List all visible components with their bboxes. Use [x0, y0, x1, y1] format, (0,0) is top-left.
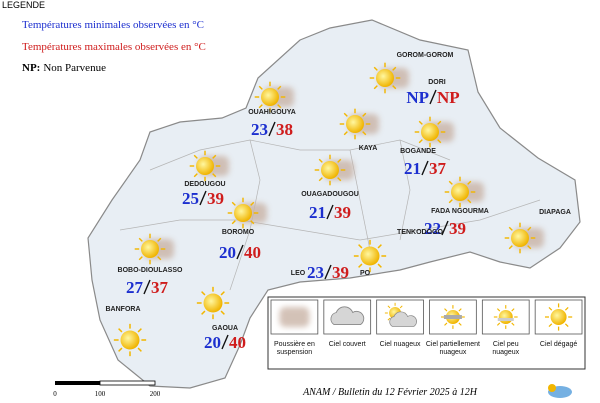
icon-label: Ciel nuageux: [380, 341, 421, 348]
temp-max: NP: [437, 88, 460, 107]
city-name: BOROMO: [222, 229, 255, 236]
separator: [441, 220, 449, 236]
icon-label: Ciel couvert: [329, 341, 366, 348]
city-name: LEO: [291, 270, 306, 277]
city-temps: 25 39: [182, 189, 224, 208]
city-name: DIAPAGA: [539, 209, 571, 216]
icon-label: Ciel peu nuageux: [492, 341, 519, 356]
scale-label: 200: [150, 390, 161, 398]
scale-label: 100: [95, 390, 106, 398]
temp-max: 39: [334, 203, 351, 222]
np-text: Non Parvenue: [43, 62, 106, 74]
separator: [268, 121, 276, 137]
icon-label: Poussière en suspension: [274, 341, 315, 356]
city-temps: 20 40: [204, 333, 246, 352]
cities: GOROM-GOROM DORI NP NP OUAHIGOUYA 23 38 KAYA BOG…: [106, 52, 571, 352]
legend-max: Températures maximales observées en °C: [22, 41, 206, 53]
key-icon: [440, 304, 466, 330]
separator: [324, 264, 332, 280]
separator: [236, 244, 244, 260]
legend-min: Températures minimales observées en °C: [22, 19, 204, 31]
temp-max: 40: [229, 333, 246, 352]
temp-min: 22: [424, 219, 441, 238]
scale-bar: 0 100 200: [53, 380, 161, 398]
logo: [548, 384, 572, 398]
city-name: OUAGADOUGOU: [301, 191, 359, 198]
city-temps: 22 39: [424, 219, 466, 238]
icon-legend: Poussière en suspension Ciel couvert Ciel n…: [267, 296, 586, 370]
city-temps: 23 38: [251, 120, 293, 139]
legend-np: NP: Non Parvenue: [22, 62, 106, 74]
cloud-band: [443, 315, 462, 319]
temp-min: 27: [126, 278, 144, 297]
city-name: KAYA: [359, 145, 378, 152]
scale-label: 0: [53, 390, 57, 398]
city-name: OUAHIGOUYA: [248, 109, 296, 116]
temp-min: 23: [307, 263, 324, 282]
icon-label: Ciel partiellement nuageux: [426, 341, 480, 356]
haze-icon: [279, 307, 309, 327]
temp-max: 39: [207, 189, 224, 208]
temp-min: NP: [406, 88, 429, 107]
footer: ANAM / Bulletin du 12 Février 2025 à 12H: [302, 387, 478, 398]
city-temps: 21 37: [404, 159, 447, 178]
temp-max: 38: [276, 120, 293, 139]
city-name: GAOUA: [212, 325, 238, 332]
separator: [326, 204, 334, 220]
city-temps: 27 37: [126, 278, 169, 297]
separator: [199, 190, 207, 206]
temp-max: 37: [151, 278, 169, 297]
np-code: NP:: [22, 62, 40, 74]
temp-max: 40: [244, 243, 261, 262]
icon-legend-frame: [267, 296, 586, 370]
city-name: DEDOUGOU: [184, 181, 225, 188]
separator: [429, 89, 437, 105]
separator: [421, 160, 429, 176]
separator: [221, 334, 229, 350]
temp-max: 39: [449, 219, 466, 238]
city-name: BANFORA: [106, 306, 141, 313]
temp-min: 20: [204, 333, 221, 352]
separator: [143, 279, 151, 295]
temp-max: 39: [332, 263, 349, 282]
city-temps: 20 40: [219, 243, 261, 262]
temp-min: 25: [182, 189, 199, 208]
city-temps: NP NP: [406, 88, 459, 107]
temp-min: 23: [251, 120, 268, 139]
temp-max: 37: [429, 159, 447, 178]
key-icon: [279, 307, 309, 327]
icon-label: Ciel dégagé: [540, 341, 577, 348]
temp-min: 21: [309, 203, 326, 222]
city-name: GOROM-GOROM: [397, 52, 454, 59]
key-icon: [493, 304, 519, 330]
city-name: DORI: [428, 79, 446, 86]
cloud-band: [497, 318, 514, 321]
city-temps: 21 39: [309, 203, 351, 222]
temp-min: 21: [404, 159, 421, 178]
city-name: FADA NGOURMA: [431, 208, 489, 215]
city-temps: 23 39: [307, 263, 349, 282]
temp-min: 20: [219, 243, 236, 262]
city-name: BOBO-DIOULASSO: [118, 267, 184, 274]
city-name: TENKODOGO: [397, 229, 443, 236]
city-name: BOGANDE: [400, 148, 436, 155]
city-name: PO: [360, 270, 371, 277]
legend-heading: LEGENDE: [2, 0, 45, 10]
